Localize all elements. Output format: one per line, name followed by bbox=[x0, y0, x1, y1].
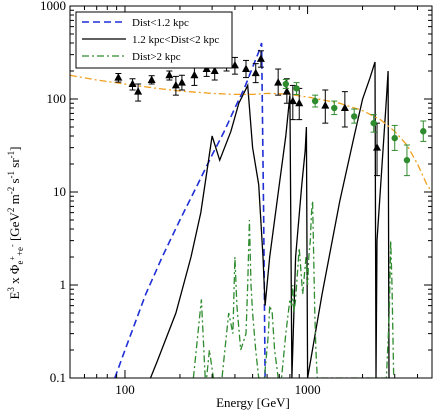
y-label-sub: e bbox=[15, 261, 25, 265]
data-point-triangle bbox=[147, 75, 156, 85]
triangle-marker bbox=[134, 87, 143, 95]
axis-labels: 100 1000 0.1 1 10 100 1000 bbox=[40, 0, 321, 397]
triangle-marker bbox=[128, 79, 137, 87]
data-point-triangle bbox=[165, 70, 174, 81]
data-point-triangle bbox=[242, 59, 251, 79]
y-label-phi: x Φ bbox=[7, 264, 22, 287]
triangle-marker bbox=[177, 78, 186, 86]
triangle-marker bbox=[230, 60, 239, 69]
triangle-marker bbox=[171, 80, 180, 89]
series-line-2 bbox=[149, 61, 390, 378]
y-label-u4sup: -1 bbox=[6, 151, 16, 159]
axis-ticks bbox=[69, 5, 432, 379]
circle-marker bbox=[370, 119, 377, 127]
circle-marker bbox=[282, 80, 290, 88]
triangle-marker bbox=[295, 98, 304, 107]
circle-marker bbox=[351, 113, 358, 120]
data-point-circle bbox=[282, 79, 290, 89]
circle-marker bbox=[420, 128, 427, 135]
triangle-marker bbox=[340, 103, 349, 112]
y-label-u3: s bbox=[7, 178, 22, 186]
triangle-marker bbox=[256, 54, 265, 62]
data-point-circle bbox=[293, 82, 300, 95]
series-line-3 bbox=[192, 200, 395, 378]
data-point-triangle bbox=[251, 63, 260, 84]
data-point-circle bbox=[420, 120, 427, 142]
legend-box bbox=[75, 11, 233, 69]
triangle-marker bbox=[114, 73, 123, 81]
data-point-circle bbox=[311, 94, 319, 108]
triangle-marker bbox=[251, 68, 260, 77]
legend: Dist<1.2 kpc 1.2 kpc<Dist<2 kpc Dist>2 kpc bbox=[75, 11, 233, 69]
circle-marker bbox=[311, 97, 319, 105]
data-points-layer bbox=[114, 50, 427, 177]
triangle-marker bbox=[373, 143, 382, 151]
series-line-1 bbox=[114, 42, 266, 378]
y-label-u1sup: 2 bbox=[6, 208, 16, 213]
y-label-u4: sr bbox=[7, 158, 22, 171]
data-point-circle bbox=[370, 114, 377, 133]
x-tick-label: 1000 bbox=[295, 382, 321, 397]
triangle-marker bbox=[288, 96, 297, 105]
y-label-u3sup: -1 bbox=[6, 171, 16, 179]
data-point-triangle bbox=[340, 91, 349, 128]
circle-marker bbox=[403, 156, 411, 164]
triangle-marker bbox=[190, 70, 199, 79]
triangle-marker bbox=[274, 78, 283, 86]
triangle-marker bbox=[242, 64, 251, 73]
series-layer bbox=[70, 42, 432, 378]
y-label-sub2: +e bbox=[15, 247, 25, 256]
y-label-close: ] bbox=[7, 146, 22, 150]
data-point-triangle bbox=[230, 56, 239, 75]
y-tick-label: 0.1 bbox=[50, 370, 66, 385]
data-point-circle bbox=[403, 144, 411, 177]
data-point-circle bbox=[351, 108, 358, 124]
triangle-marker bbox=[147, 75, 156, 84]
y-label-subsup: + bbox=[8, 256, 17, 261]
legend-label-3: Dist>2 kpc bbox=[132, 51, 181, 63]
y-label-units: [GeV bbox=[7, 212, 22, 245]
data-point-triangle bbox=[274, 68, 283, 96]
legend-label-2: 1.2 kpc<Dist<2 kpc bbox=[132, 34, 219, 46]
y-tick-label: 1000 bbox=[40, 0, 66, 13]
data-point-triangle bbox=[177, 74, 186, 91]
series-line-4 bbox=[70, 74, 432, 193]
y-tick-label: 10 bbox=[53, 184, 66, 199]
data-point-triangle bbox=[128, 78, 137, 91]
triangle-marker bbox=[321, 101, 330, 109]
data-point-triangle bbox=[134, 83, 143, 102]
circle-marker bbox=[293, 85, 300, 92]
circle-marker bbox=[391, 134, 398, 142]
y-label-u2sup: -2 bbox=[6, 187, 16, 195]
triangle-marker bbox=[165, 70, 174, 79]
svg-text:E3 x Φe++e- [GeV2 m-2 s-1 sr-1: E3 x Φe++e- [GeV2 m-2 s-1 sr-1] bbox=[6, 146, 25, 299]
data-point-circle bbox=[391, 124, 398, 151]
y-label-subsup2: - bbox=[8, 244, 17, 247]
data-point-triangle bbox=[114, 73, 123, 83]
data-point-triangle bbox=[288, 84, 297, 121]
x-tick-label: 100 bbox=[115, 382, 135, 397]
data-point-triangle bbox=[171, 75, 180, 96]
y-label-e-sup: 3 bbox=[6, 287, 16, 292]
circle-marker bbox=[331, 104, 338, 112]
x-axis-label: Energy [GeV] bbox=[216, 395, 290, 410]
legend-label-1: Dist<1.2 kpc bbox=[132, 17, 189, 29]
y-axis-label: E3 x Φe++e- [GeV2 m-2 s-1 sr-1] bbox=[6, 146, 25, 299]
y-tick-label: 1 bbox=[60, 277, 67, 292]
triangle-marker bbox=[210, 66, 219, 75]
data-point-triangle bbox=[256, 50, 265, 68]
y-tick-label: 100 bbox=[47, 91, 67, 106]
data-point-circle bbox=[331, 100, 338, 116]
y-label-e: E bbox=[7, 292, 22, 300]
data-point-triangle bbox=[321, 89, 330, 124]
y-label-u2: m bbox=[7, 194, 22, 207]
triangle-marker bbox=[282, 87, 291, 95]
